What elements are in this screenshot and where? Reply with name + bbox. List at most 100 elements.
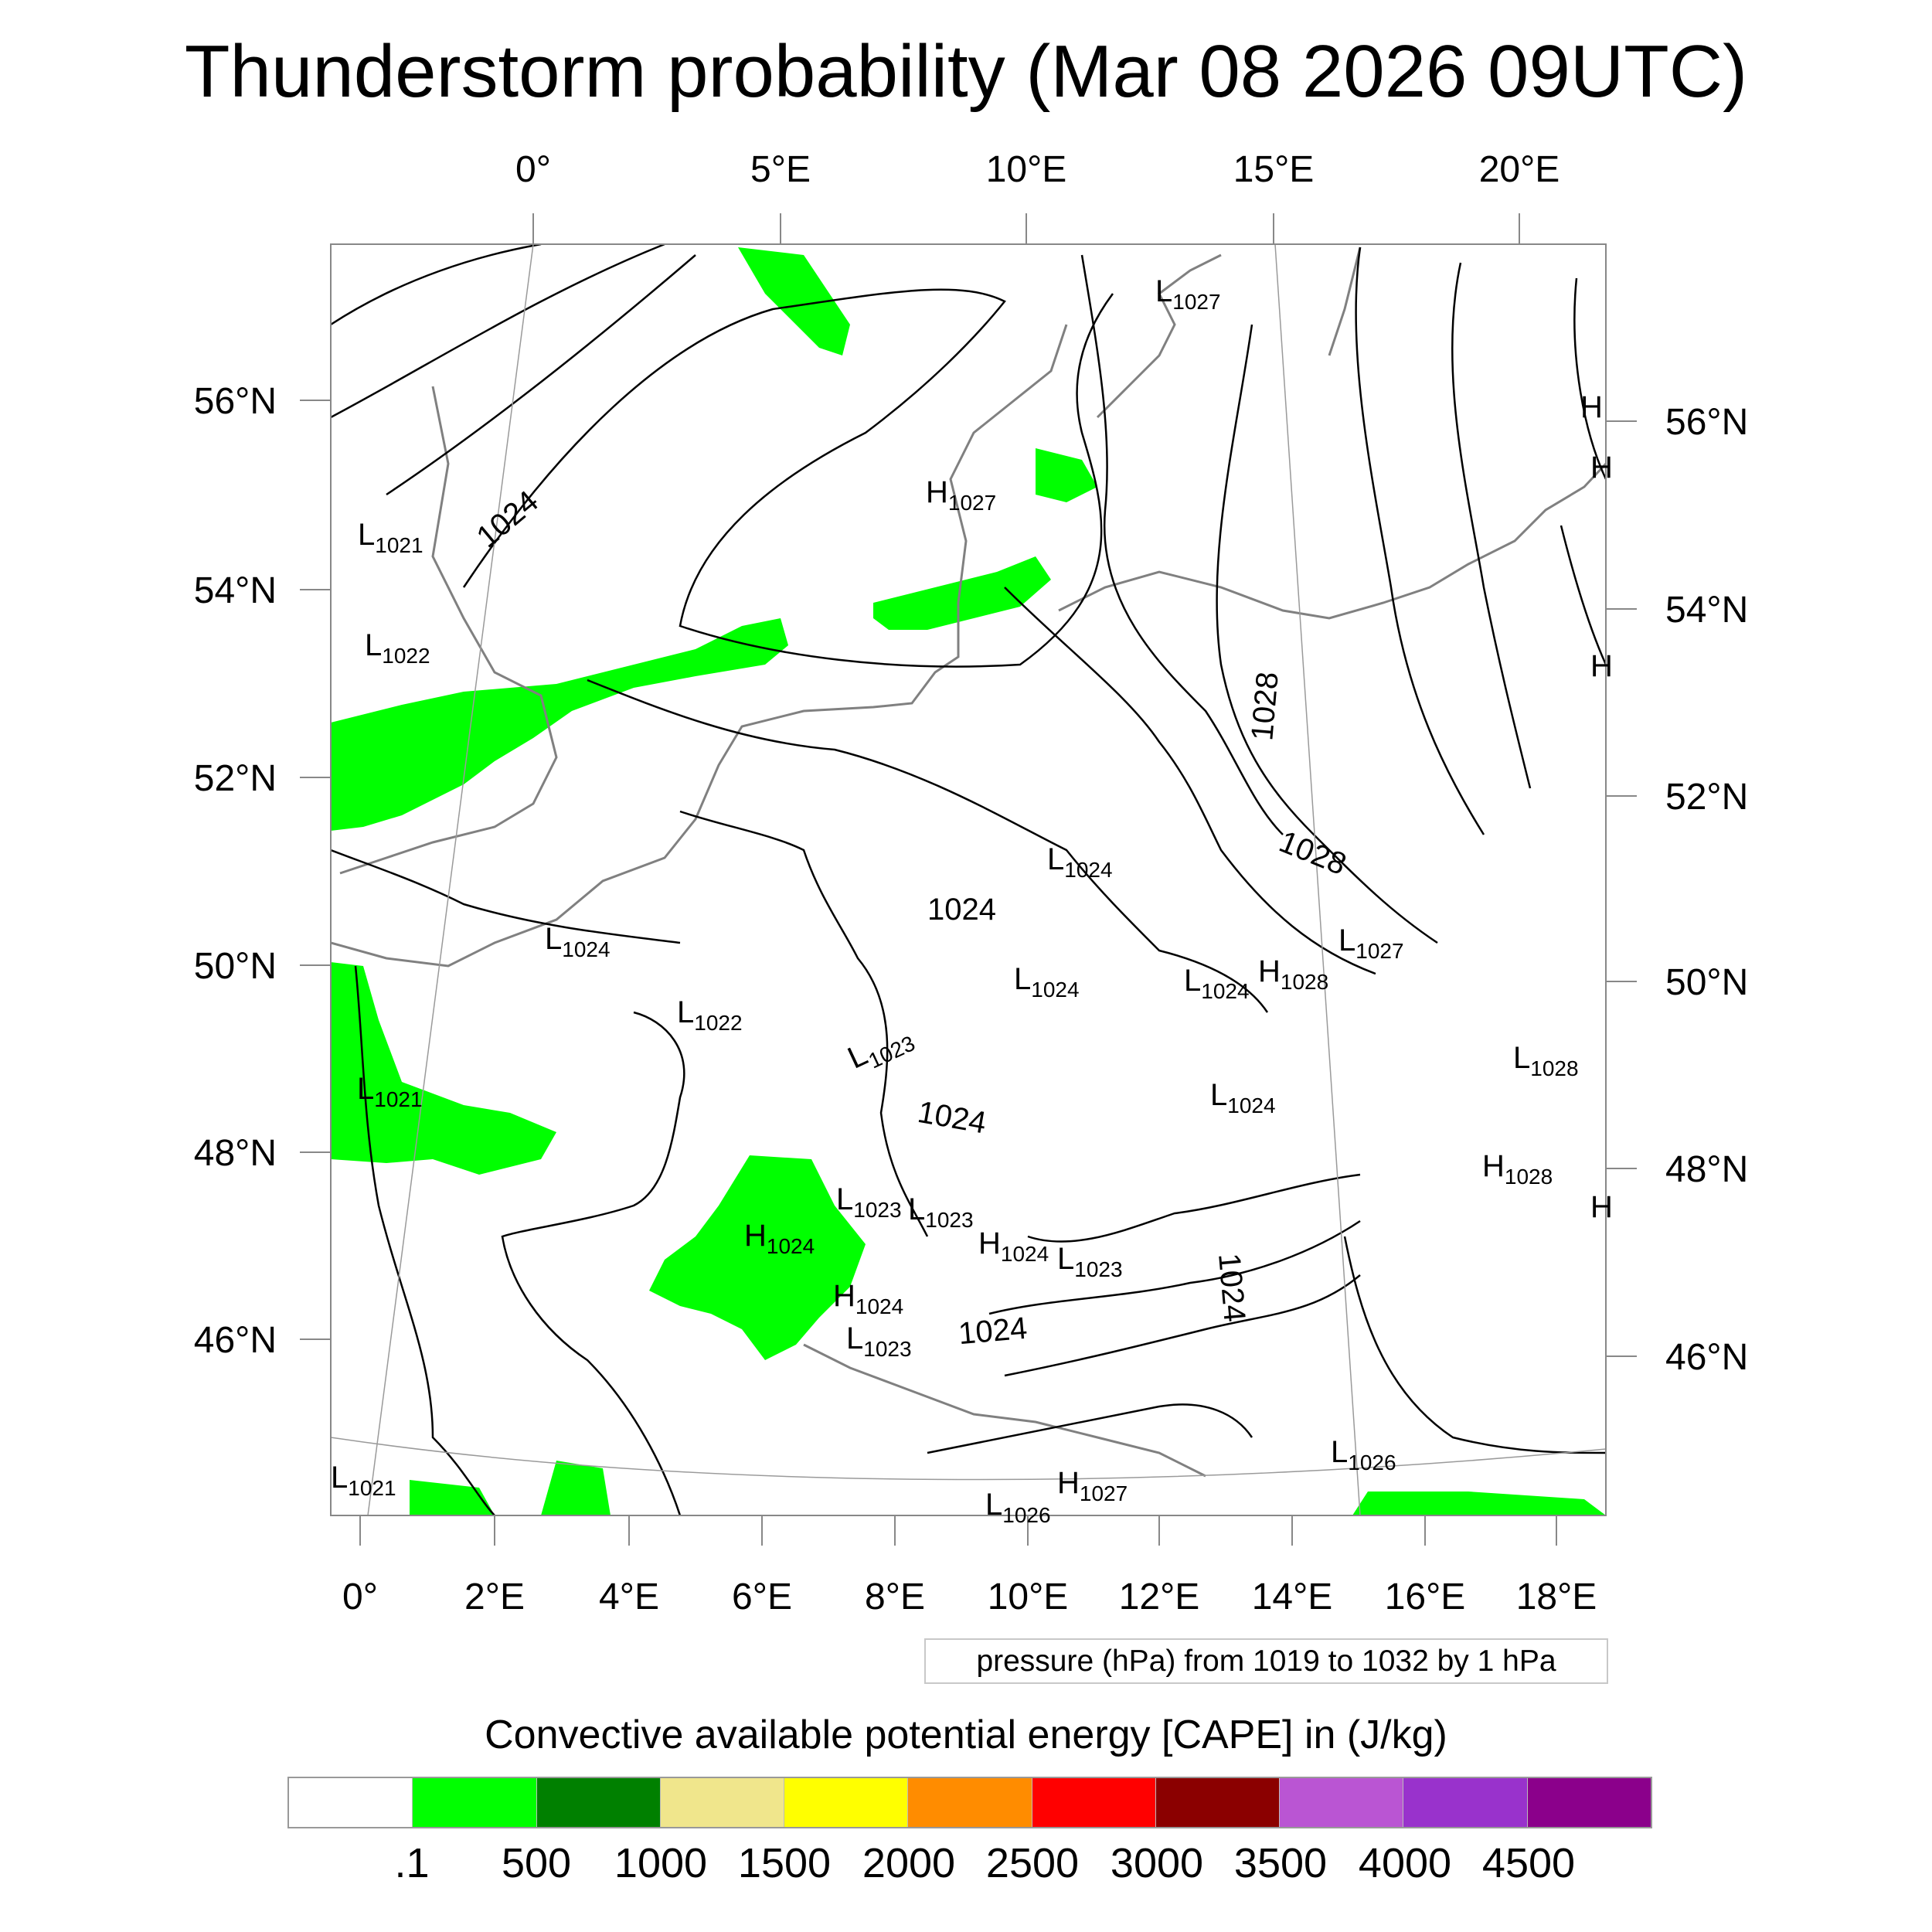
bottom-lon-label: 6°E — [732, 1577, 792, 1617]
isobar — [927, 1403, 1253, 1454]
pressure-label: L1022 — [365, 628, 430, 668]
isobar — [988, 1219, 1361, 1315]
coastline-uk — [339, 386, 558, 875]
pressure-label: L1024 — [545, 922, 611, 961]
meridian-0 — [367, 244, 534, 1515]
isobar — [331, 244, 542, 326]
bottom-lon-label: 0° — [342, 1577, 378, 1617]
bottom-lon-label: 10°E — [988, 1577, 1069, 1617]
bottom-lon-labels: 0° 2°E 4°E 6°E 8°E 10°E 12°E 14°E 16°E 1… — [342, 1577, 1597, 1617]
colorbar-label: 500 — [501, 1840, 572, 1886]
colorbar — [287, 1777, 1652, 1828]
isobar — [501, 1011, 685, 1515]
isobar — [331, 244, 665, 419]
pressure-label: H — [1590, 649, 1613, 683]
left-lat-labels: 56°N 54°N 52°N 50°N 48°N 46°N — [194, 381, 277, 1361]
left-ticks — [300, 400, 331, 1340]
pressure-label: H — [1590, 451, 1613, 485]
cape-area-south-germany — [649, 1155, 866, 1360]
top-lon-label: 15°E — [1233, 149, 1315, 190]
top-lon-label: 20°E — [1479, 149, 1560, 190]
left-lat-label: 56°N — [194, 381, 277, 422]
coastlines — [331, 247, 1606, 1478]
bottom-lon-label: 12°E — [1119, 1577, 1200, 1617]
left-lat-label: 50°N — [194, 946, 277, 987]
colorbar-label: 4000 — [1358, 1840, 1452, 1886]
pressure-label: L1021 — [357, 1072, 423, 1111]
cape-area-north-sea — [873, 556, 1051, 630]
left-lat-label: 46°N — [194, 1320, 277, 1361]
bottom-lon-label: 18°E — [1516, 1577, 1597, 1617]
pressure-label: L1023 — [842, 1017, 918, 1080]
pressure-label: H1028 — [1482, 1149, 1553, 1189]
pressure-labels: L1027 H1027 L1021 L1022 1024 H H H H 102… — [331, 274, 1613, 1527]
right-lat-label: 46°N — [1665, 1337, 1748, 1378]
pressure-label: L1024 — [1210, 1078, 1276, 1117]
cape-area-northeast — [738, 247, 850, 355]
pressure-label: H1024 — [833, 1279, 903, 1318]
pressure-label: L1024 — [1184, 964, 1250, 1003]
colorbar-swatch — [413, 1778, 537, 1827]
meridian-15 — [1274, 244, 1361, 1515]
isobar — [462, 288, 1114, 668]
bottom-lon-label: 2°E — [464, 1577, 525, 1617]
pressure-label: L1021 — [331, 1461, 396, 1500]
isobar — [331, 849, 681, 944]
pressure-label: L1023 — [836, 1182, 902, 1222]
coastline-gotland — [1328, 247, 1362, 356]
coastline-sweden — [1096, 253, 1222, 419]
pressure-label: 1024 — [957, 1311, 1028, 1352]
pressure-label: H — [1580, 390, 1603, 424]
isobar — [1004, 587, 1376, 975]
cape-area-denmark — [1036, 448, 1097, 502]
colorbar-swatch — [289, 1778, 413, 1827]
top-lon-label: 5°E — [750, 149, 811, 190]
coastline-adriatic — [803, 1343, 1206, 1478]
graticule — [331, 244, 1606, 1515]
bottom-lon-label: 16°E — [1385, 1577, 1466, 1617]
isobar — [1080, 254, 1284, 835]
pressure-label: H1027 — [1057, 1466, 1128, 1505]
cape-area-channel — [331, 618, 788, 831]
isobars — [331, 244, 1606, 1515]
isobar — [1560, 525, 1606, 665]
cape-area-bottom-east — [1352, 1492, 1606, 1515]
coastline-continent — [331, 324, 1068, 968]
left-lat-label: 48°N — [194, 1133, 277, 1174]
bottom-lon-label: 8°E — [865, 1577, 925, 1617]
isobar — [1027, 1173, 1361, 1243]
pressure-label: L1023 — [1057, 1242, 1123, 1281]
isobar — [354, 965, 495, 1515]
pressure-label: L1023 — [846, 1321, 912, 1361]
pressure-label: L1024 — [1014, 962, 1080, 1002]
colorbar-swatch — [1032, 1778, 1156, 1827]
colorbar-label: 1000 — [614, 1840, 708, 1886]
isobar — [1343, 1236, 1606, 1454]
parallel-45 — [331, 1437, 1606, 1481]
right-lat-label: 48°N — [1665, 1149, 1748, 1190]
bottom-ticks — [359, 1515, 1557, 1546]
cape-area-bottom-west — [410, 1480, 495, 1515]
cape-areas — [331, 247, 1606, 1515]
colorbar-labels: .1 500 1000 1500 2000 2500 3000 3500 400… — [0, 1839, 1932, 1893]
pressure-label: L1026 — [1331, 1435, 1396, 1475]
right-lat-label: 56°N — [1665, 402, 1748, 443]
pressure-label: 1024 — [471, 485, 545, 555]
pressure-label: H1024 — [978, 1226, 1049, 1266]
pressure-label: L1022 — [677, 995, 743, 1035]
colorbar-label: 1500 — [737, 1840, 832, 1886]
right-lat-labels: 56°N 54°N 52°N 50°N 48°N 46°N — [1665, 402, 1748, 1378]
pressure-label: H1028 — [1258, 954, 1328, 994]
right-ticks — [1606, 420, 1637, 1357]
pressure-label: L1027 — [1155, 274, 1221, 314]
colorbar-swatch — [1403, 1778, 1528, 1827]
pressure-label: 1024 — [927, 893, 996, 927]
colorbar-swatch — [536, 1778, 661, 1827]
pressure-label: H1027 — [926, 475, 996, 515]
colorbar-swatch — [1155, 1778, 1281, 1827]
colorbar-swatch — [1527, 1778, 1651, 1827]
colorbar-swatch — [1280, 1778, 1404, 1827]
chart-title: Thunderstorm probability (Mar 08 2026 09… — [184, 30, 1748, 113]
map-frame — [330, 243, 1607, 1516]
colorbar-title: Convective available potential energy [C… — [485, 1713, 1447, 1757]
